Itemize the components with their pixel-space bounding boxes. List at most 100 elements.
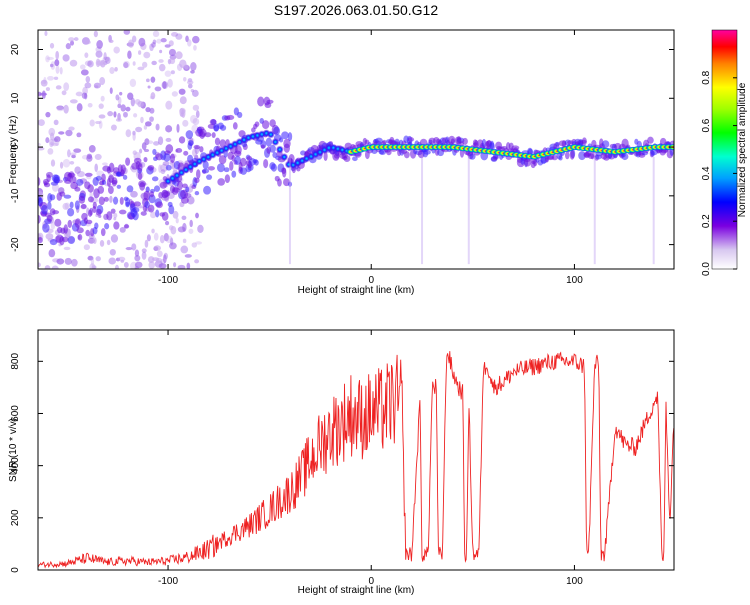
spectrogram-cell <box>352 156 358 162</box>
spectrogram-cell <box>278 137 284 143</box>
spectrogram-cell <box>192 35 200 44</box>
spectrogram-cell <box>87 184 94 193</box>
spectrogram-cell <box>145 107 151 113</box>
spectrogram-cell <box>91 265 97 269</box>
spectrogram-cell <box>113 212 118 219</box>
colorbar-ticks: 0.0 0.2 0.4 0.6 0.8 <box>701 70 737 276</box>
spectrogram-cell <box>214 137 221 146</box>
spectrogram-cell <box>151 228 155 234</box>
spectrogram-cell <box>43 76 47 84</box>
spectrogram-cell <box>61 90 67 96</box>
spectrogram-cell <box>114 67 118 72</box>
y-tick-label: 800 <box>10 353 21 370</box>
spectrogram-cell <box>92 201 97 209</box>
spectrogram-cell <box>97 185 105 194</box>
spectrogram-cell <box>168 204 175 215</box>
spectrogram-cell <box>109 248 116 256</box>
spectrogram-cell <box>151 60 157 66</box>
spectrogram-cell <box>59 191 66 197</box>
spectrogram-cell <box>55 65 60 74</box>
spectrogram-cell <box>110 208 116 214</box>
x-tick-label: -100 <box>158 576 178 587</box>
spectrogram-cell <box>211 132 216 138</box>
spectrogram-cell <box>180 245 189 254</box>
spectrogram-cell <box>191 242 198 248</box>
spectrogram-cell <box>287 181 293 187</box>
spectrogram-cell <box>67 149 71 158</box>
spectrogram-cell <box>190 88 195 93</box>
spectrogram-cell <box>59 67 63 75</box>
x-tick-label: 100 <box>566 576 583 587</box>
spectrogram-cell <box>120 104 126 112</box>
spectrogram-cell <box>94 163 98 172</box>
spectrogram-cell <box>113 46 120 54</box>
spectrogram-cell <box>115 94 120 101</box>
spectrogram-cell <box>63 246 71 251</box>
spectrogram-cell <box>63 194 72 199</box>
spectrogram-cell <box>84 172 93 177</box>
colorbar-tick-label: 0.2 <box>701 214 712 228</box>
spectrogram-cell <box>84 82 92 89</box>
spectrogram-cell <box>144 239 149 248</box>
spectrogram-cell <box>134 261 143 269</box>
spectrogram-cell <box>99 59 106 68</box>
spectrogram-cell <box>179 96 187 105</box>
y-tick-label: 400 <box>10 457 21 474</box>
spectrogram-cell <box>99 77 106 86</box>
spectrogram-cell <box>178 88 186 95</box>
spectrogram-cell <box>65 43 71 50</box>
spectrogram-cell <box>71 154 76 159</box>
spectrogram-cell <box>122 60 130 68</box>
spectrogram-cell <box>185 130 194 139</box>
spectrogram-cell <box>109 67 115 75</box>
spectrogram-cell <box>281 131 289 140</box>
spectrogram-cell <box>148 261 155 269</box>
spectrogram-cell <box>201 168 210 174</box>
spectrogram-cell <box>86 175 92 180</box>
spectrogram-cell <box>155 209 160 218</box>
spectrogram-cell <box>74 166 81 174</box>
spectrogram-cell <box>49 42 55 49</box>
spectrogram-cell <box>147 256 155 264</box>
spectrogram-cell <box>175 51 183 60</box>
spectrogram-cell <box>280 153 289 162</box>
spectrogram-cell <box>192 104 200 111</box>
spectrogram-cell <box>69 160 75 165</box>
spectrogram-cell <box>86 154 93 162</box>
spectrogram-cell <box>283 143 291 153</box>
spectrogram-cell <box>153 185 161 192</box>
spectrogram-cell <box>170 70 175 75</box>
spectrogram-cell <box>240 167 248 175</box>
spectrogram-cell <box>95 175 102 181</box>
spectrogram-cell <box>46 174 51 183</box>
spectrogram-cell <box>183 76 187 82</box>
spectrogram-cell <box>218 155 227 165</box>
spectrogram-cell <box>132 211 139 221</box>
spectrogram-cell <box>132 207 140 213</box>
spectrogram-cell <box>71 258 78 267</box>
spectrogram-cell <box>165 144 174 154</box>
spectrogram-cell <box>44 265 51 269</box>
spectrogram-cell <box>157 136 164 146</box>
spectrogram-cell <box>117 256 126 262</box>
spectrogram-cell <box>58 131 65 135</box>
spectrogram-cell <box>179 59 187 69</box>
spectrogram-cell <box>150 211 157 219</box>
spectrogram-cell <box>176 123 180 133</box>
spectrogram-cell <box>67 219 73 228</box>
spectrogram-cell <box>98 114 106 119</box>
spectrogram-cell <box>63 82 70 91</box>
spectrogram-cell <box>56 105 64 111</box>
spectrogram-cell <box>162 161 170 166</box>
spectrogram-cell <box>143 125 148 130</box>
spectrogram-cell <box>62 202 69 210</box>
spectrogram-cell <box>197 224 204 233</box>
spectrogram-cell <box>85 40 91 45</box>
spectrogram-cell <box>114 264 120 269</box>
spectrogram-cell <box>147 140 154 145</box>
spectrogram-cell <box>56 258 65 265</box>
spectrogram-cell <box>149 116 154 122</box>
spectrogram-cell <box>87 196 94 203</box>
spectrogram-cell <box>579 139 587 144</box>
